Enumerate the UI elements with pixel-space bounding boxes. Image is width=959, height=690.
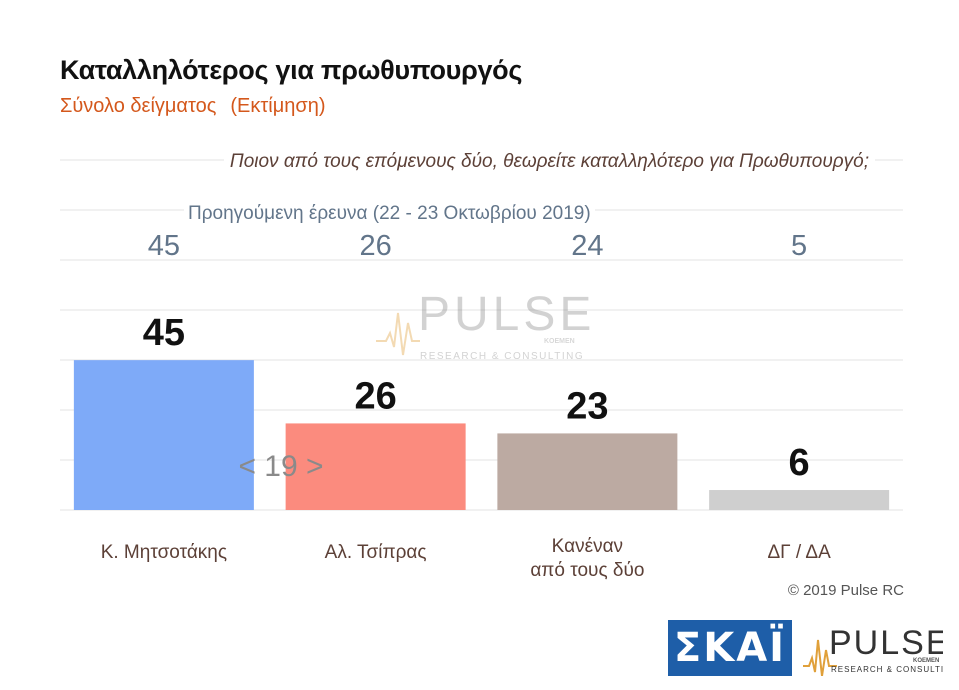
bar-value-label-0: 45 bbox=[143, 312, 185, 354]
subtitle-estimate: (Εκτίμηση) bbox=[230, 95, 326, 117]
watermark-name: PULSE bbox=[418, 288, 595, 341]
survey-question: Ποιον από τους επόμενους δύο, θεωρείτε κ… bbox=[223, 151, 875, 173]
chart-title: Καταλληλότερος για πρωθυπουργός bbox=[60, 55, 523, 85]
skai-logo: ΣΚΑΪ bbox=[668, 620, 792, 676]
watermark-tagline: RESEARCH & CONSULTING bbox=[420, 351, 584, 362]
pulse-logo: PULSE KOEMEN RESEARCH & CONSULTING bbox=[803, 624, 943, 676]
bar-2 bbox=[497, 433, 678, 510]
subtitle-sample: Σύνολο δείγματος bbox=[60, 95, 217, 117]
previous-value-label-3: 5 bbox=[791, 230, 807, 262]
bar-value-label-2: 23 bbox=[566, 385, 608, 427]
bar-3 bbox=[709, 490, 890, 510]
pulse-logo-wave-icon bbox=[803, 639, 837, 676]
watermark-small: KOEMEN bbox=[544, 338, 575, 345]
copyright: © 2019 Pulse RC bbox=[787, 582, 904, 599]
category-label-1-0: Αλ. Τσίπρας bbox=[325, 542, 427, 563]
bar-value-label-3: 6 bbox=[789, 442, 810, 484]
pulse-logo-small: KOEMEN bbox=[913, 658, 939, 664]
bar-1 bbox=[285, 423, 466, 510]
bar-value-label-1: 26 bbox=[354, 375, 396, 417]
category-label-2-1: από τους δύο bbox=[530, 560, 644, 581]
difference-annotation: < 19 > bbox=[238, 450, 323, 483]
bar-0 bbox=[73, 360, 254, 510]
pulse-watermark: PULSE KOEMEN RESEARCH & CONSULTING bbox=[376, 288, 595, 362]
pulse-logo-tagline: RESEARCH & CONSULTING bbox=[831, 665, 943, 674]
chart-subtitle: Σύνολο δείγματος (Εκτίμηση) bbox=[60, 95, 326, 118]
category-label-0-0: Κ. Μητσοτάκης bbox=[101, 542, 227, 563]
previous-value-label-2: 24 bbox=[571, 230, 603, 262]
previous-value-label-0: 45 bbox=[148, 230, 180, 262]
category-label-2-0: Κανέναν bbox=[552, 536, 623, 557]
pulse-logo-name: PULSE bbox=[829, 624, 943, 662]
previous-survey-caption: Προηγούμενη έρευνα (22 - 23 Οκτωβρίου 20… bbox=[184, 203, 595, 225]
category-label-3-0: ΔΓ / ΔΑ bbox=[767, 542, 831, 563]
previous-value-label-1: 26 bbox=[359, 230, 391, 262]
pulse-wave-icon bbox=[376, 312, 420, 356]
